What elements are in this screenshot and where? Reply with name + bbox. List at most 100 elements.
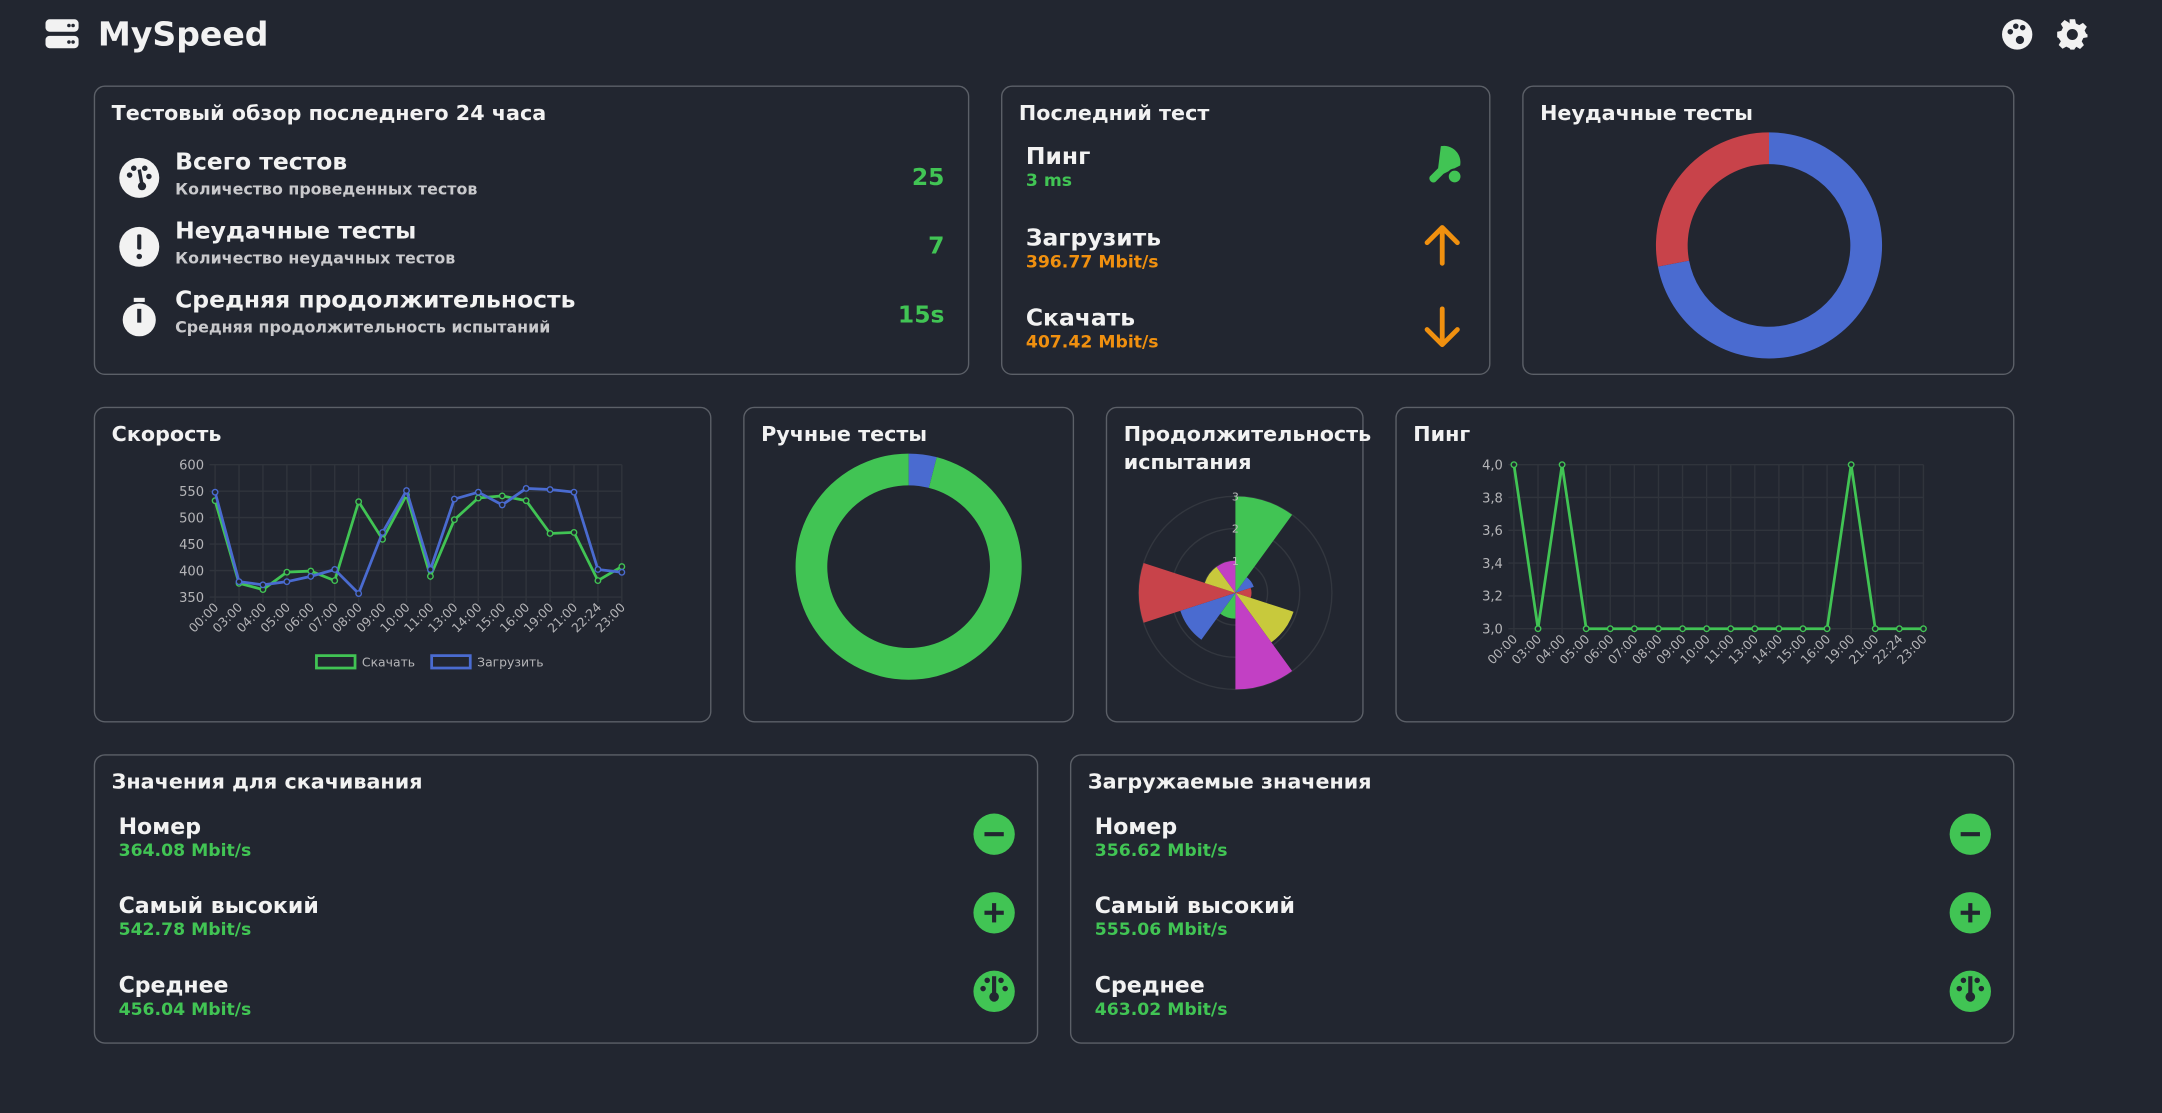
data-point <box>474 488 482 496</box>
series-line <box>1512 464 1924 631</box>
legend-label: Скачать <box>362 655 415 670</box>
polar-segment <box>1235 496 1293 593</box>
item-title: Неудачные тесты <box>175 217 417 246</box>
data-point <box>1558 461 1566 469</box>
item-value: 555.06 Mbit/s <box>1094 918 1228 939</box>
data-point <box>1703 625 1711 633</box>
doughnut-slice <box>795 453 1022 680</box>
failed-tests-card: Неудачные тесты <box>1522 85 2015 376</box>
data-point <box>283 578 291 586</box>
speed-card: Скорость <box>93 406 712 723</box>
radial-tick-label: 2 <box>1232 523 1239 536</box>
data-point <box>570 528 578 536</box>
item-value: 456.04 Mbit/s <box>118 998 252 1019</box>
last-test-card: Последний тест Пинг 3 ms Загрузить 396.7… <box>1001 85 1491 376</box>
item-value: 364.08 Mbit/s <box>118 839 252 861</box>
data-point <box>1847 461 1855 469</box>
data-point <box>522 497 530 505</box>
polar-segment <box>1235 587 1252 598</box>
data-point <box>450 495 458 503</box>
card-title: Последний тест <box>1018 100 1210 126</box>
item-label: Среднее <box>1094 972 1205 999</box>
item-value: 3 ms <box>1025 169 1073 191</box>
item-value: 463.02 Mbit/s <box>1094 998 1228 1019</box>
series-line <box>213 491 623 592</box>
y-tick-label: 500 <box>179 511 204 526</box>
series-line <box>213 487 622 596</box>
last-test-icons <box>1424 145 1463 348</box>
polar-segment <box>1216 560 1236 593</box>
y-tick-label: 3,2 <box>1482 590 1503 605</box>
app-title: MySpeed <box>97 15 269 54</box>
y-tick-label: 3,8 <box>1482 491 1503 506</box>
data-point <box>331 566 339 573</box>
download-values-card: Значения для скачивания Номер 364.08 Mbi… <box>93 754 1039 1044</box>
y-tick-label: 4,0 <box>1482 458 1503 473</box>
item-title: Средняя продолжительность <box>175 286 576 315</box>
data-point <box>1679 625 1686 633</box>
y-tick-label: 450 <box>179 538 204 553</box>
data-point <box>1775 625 1783 633</box>
settings-button[interactable] <box>2056 18 2089 51</box>
data-point <box>594 577 602 585</box>
y-tick-label: 550 <box>179 485 204 500</box>
y-tick-label: 3,6 <box>1482 524 1503 539</box>
duration-card: Продолжительность испытания <box>1105 406 1372 723</box>
data-point <box>450 516 458 524</box>
data-point <box>570 488 578 496</box>
polar-segment <box>1235 592 1293 690</box>
data-point <box>618 563 626 571</box>
polar-segment <box>1235 592 1294 643</box>
logo-icon <box>45 19 79 49</box>
data-point <box>403 487 410 495</box>
value-icons <box>973 813 1015 1013</box>
data-point <box>426 572 434 580</box>
data-point <box>498 492 506 500</box>
y-tick-label: 600 <box>179 458 204 473</box>
theme-button[interactable] <box>2001 18 2034 51</box>
card-title: Ручные тесты <box>761 421 928 447</box>
data-point <box>426 566 434 573</box>
item-label: Среднее <box>118 972 229 999</box>
data-point <box>1799 625 1807 633</box>
manual-tests-card: Ручные тесты <box>743 406 1075 723</box>
data-point <box>1534 625 1542 633</box>
data-point <box>594 566 602 573</box>
data-point <box>1655 625 1662 633</box>
card-title: Загружаемые значения <box>1087 769 1372 795</box>
item-value: 356.62 Mbit/s <box>1094 839 1228 861</box>
data-point <box>1895 625 1903 633</box>
card-title: Продолжительность испытания <box>1123 421 1372 475</box>
item-label: Самый высокий <box>118 892 319 919</box>
upload-values-card: Загружаемые значения Номер 356.62 Mbit/s… <box>1069 754 2015 1044</box>
item-subtitle: Количество неудачных тестов <box>175 248 456 268</box>
data-point <box>259 581 267 589</box>
data-point <box>355 590 363 597</box>
data-point <box>522 485 530 492</box>
item-label: Самый высокий <box>1094 892 1295 919</box>
data-point <box>546 486 554 493</box>
polar-segment <box>1220 592 1236 619</box>
y-tick-label: 350 <box>179 591 204 606</box>
data-point <box>1919 625 1927 633</box>
card-title: Пинг <box>1413 421 1471 447</box>
y-tick-label: 3,0 <box>1482 623 1503 638</box>
item-label: Номер <box>118 813 201 840</box>
radial-tick-label: 1 <box>1232 555 1239 568</box>
data-point <box>474 494 482 502</box>
item-value: 15s <box>897 301 945 330</box>
item-subtitle: Средняя продолжительность испытаний <box>175 317 551 337</box>
data-point <box>618 568 626 576</box>
polar-segment <box>1138 563 1236 623</box>
item-label: Пинг <box>1025 143 1091 171</box>
data-point <box>1727 625 1735 633</box>
data-point <box>1751 625 1759 633</box>
legend-swatch <box>430 654 472 670</box>
y-tick-label: 400 <box>179 564 204 579</box>
value-icons <box>1949 813 1991 1013</box>
radial-tick-label: 3 <box>1232 491 1239 504</box>
legend-label: Загрузить <box>477 655 543 670</box>
data-point <box>1871 625 1879 633</box>
data-point <box>331 577 339 585</box>
